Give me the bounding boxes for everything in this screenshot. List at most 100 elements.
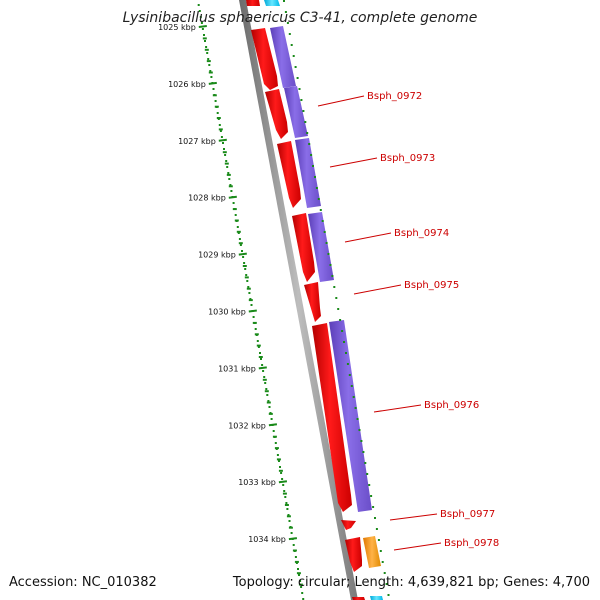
ruler-tick-label: 1031 kbp bbox=[218, 364, 256, 373]
ruler-dot bbox=[297, 568, 299, 570]
track-boundary-dot bbox=[333, 286, 336, 288]
track-boundary-dot bbox=[310, 154, 313, 156]
ruler-dot bbox=[260, 358, 262, 360]
red-feature-bottom-stub bbox=[352, 597, 365, 600]
track-boundary-dot bbox=[383, 572, 386, 574]
track-boundary-dot bbox=[294, 66, 297, 68]
ruler-dot bbox=[246, 280, 249, 282]
track-boundary-dot bbox=[348, 374, 351, 376]
ruler-dot bbox=[286, 508, 289, 510]
track-boundary-dot bbox=[341, 330, 344, 332]
ruler-dot bbox=[204, 40, 206, 42]
track-boundary-dot bbox=[325, 242, 328, 244]
ruler-dot bbox=[236, 226, 239, 228]
track-boundary-dot bbox=[312, 165, 314, 167]
cyan-feature-top bbox=[264, 0, 280, 6]
track-boundary-dot bbox=[364, 462, 367, 464]
cds-arrow bbox=[292, 213, 315, 282]
ruler-tick-label: 1033 kbp bbox=[238, 478, 276, 487]
ruler-dot bbox=[250, 304, 253, 306]
cds-arrow bbox=[304, 282, 321, 322]
genome-summary-text: Topology: circular; Length: 4,639,821 bp… bbox=[232, 575, 590, 590]
track-boundary-dot bbox=[317, 198, 320, 200]
ruler-dot bbox=[248, 292, 251, 294]
track-boundary-dot bbox=[358, 429, 361, 431]
track-boundary-dot bbox=[292, 55, 295, 57]
ruler-dot bbox=[243, 262, 246, 264]
track-boundary-dot bbox=[335, 297, 338, 299]
ruler-dot bbox=[294, 556, 297, 558]
gene-label-leader bbox=[317, 95, 365, 107]
gene-label[interactable]: Bsph_0972 bbox=[367, 91, 422, 102]
ruler-dot bbox=[282, 484, 285, 486]
ruler-dot bbox=[222, 142, 224, 144]
ruler-major-tick bbox=[218, 138, 227, 142]
ruler-dot bbox=[212, 88, 215, 90]
track-boundary-dot bbox=[290, 44, 293, 46]
track-boundary-dot bbox=[315, 187, 318, 189]
cds-arrow bbox=[251, 28, 278, 90]
gene-label[interactable]: Bsph_0977 bbox=[440, 509, 495, 520]
ruler-tick-label: 1030 kbp bbox=[208, 308, 246, 317]
gene-label[interactable]: Bsph_0973 bbox=[380, 153, 435, 164]
ruler-dot bbox=[299, 580, 302, 582]
gene-labels: Bsph_0972 Bsph_0973 Bsph_0974 Bsph_0975 Bsph… bbox=[317, 91, 499, 551]
ruler-dot bbox=[284, 496, 287, 498]
ruler-dot bbox=[228, 178, 231, 180]
ruler-dot bbox=[210, 76, 213, 78]
gene-label-leader bbox=[373, 404, 422, 413]
ruler-major-tick bbox=[238, 252, 247, 256]
ruler-dot bbox=[274, 442, 277, 444]
blast-hit-track bbox=[329, 320, 372, 512]
track-boundary-dot bbox=[372, 506, 375, 508]
ruler-dot bbox=[214, 100, 217, 102]
track-boundary-dot bbox=[375, 528, 378, 530]
track-boundary-dot bbox=[286, 22, 289, 24]
ruler-dot bbox=[257, 346, 260, 348]
track-boundary-dot bbox=[374, 517, 376, 519]
track-boundary-dot bbox=[304, 121, 307, 123]
gene-label-leader bbox=[329, 157, 378, 168]
ruler-dot bbox=[278, 460, 280, 462]
ruler-dot bbox=[295, 562, 298, 564]
ruler-dot bbox=[226, 166, 229, 168]
blast-hit-track bbox=[284, 86, 308, 138]
blast-hit-track bbox=[270, 26, 296, 88]
ruler-dot bbox=[199, 16, 202, 18]
ruler-tick-label: 1027 kbp bbox=[178, 137, 216, 146]
ruler-dot bbox=[267, 400, 270, 402]
gene-label[interactable]: Bsph_0975 bbox=[404, 280, 459, 291]
orange-feature bbox=[363, 536, 381, 568]
track-boundary-dot bbox=[362, 451, 365, 453]
ruler-dot bbox=[287, 514, 290, 516]
ruler-dot bbox=[256, 340, 259, 342]
ruler-dot bbox=[276, 454, 279, 456]
ruler-dot bbox=[247, 286, 250, 288]
ruler-major-tick bbox=[208, 81, 217, 85]
track-boundary-dot bbox=[308, 143, 311, 145]
ruler-dot bbox=[264, 382, 267, 384]
ruler-tick-label: 1034 kbp bbox=[248, 535, 286, 544]
track-boundary-dot bbox=[385, 583, 388, 585]
ruler-major-tick bbox=[288, 537, 298, 541]
cyan-feature-bottom bbox=[370, 596, 383, 600]
gene-label[interactable]: Bsph_0974 bbox=[394, 228, 449, 239]
ruler-major-tick bbox=[248, 309, 257, 313]
ruler-dot bbox=[245, 274, 248, 276]
ruler-dot bbox=[254, 328, 257, 330]
accession-text: Accession: NC_010382 bbox=[9, 575, 157, 590]
ruler-dot bbox=[203, 34, 205, 36]
ruler-dot bbox=[197, 4, 200, 6]
gene-label-leader bbox=[353, 284, 402, 295]
ruler-dot bbox=[288, 520, 291, 522]
track-boundary-dot bbox=[300, 99, 303, 101]
track-boundary-dot bbox=[321, 220, 324, 222]
ruler-dot bbox=[300, 586, 303, 588]
track-boundary-dot bbox=[387, 594, 390, 596]
gene-label[interactable]: Bsph_0978 bbox=[444, 538, 499, 549]
track-boundary-dot bbox=[346, 363, 349, 365]
gene-label[interactable]: Bsph_0976 bbox=[424, 400, 479, 411]
ruler-dot bbox=[298, 574, 300, 576]
track-boundary-dot bbox=[366, 473, 369, 475]
